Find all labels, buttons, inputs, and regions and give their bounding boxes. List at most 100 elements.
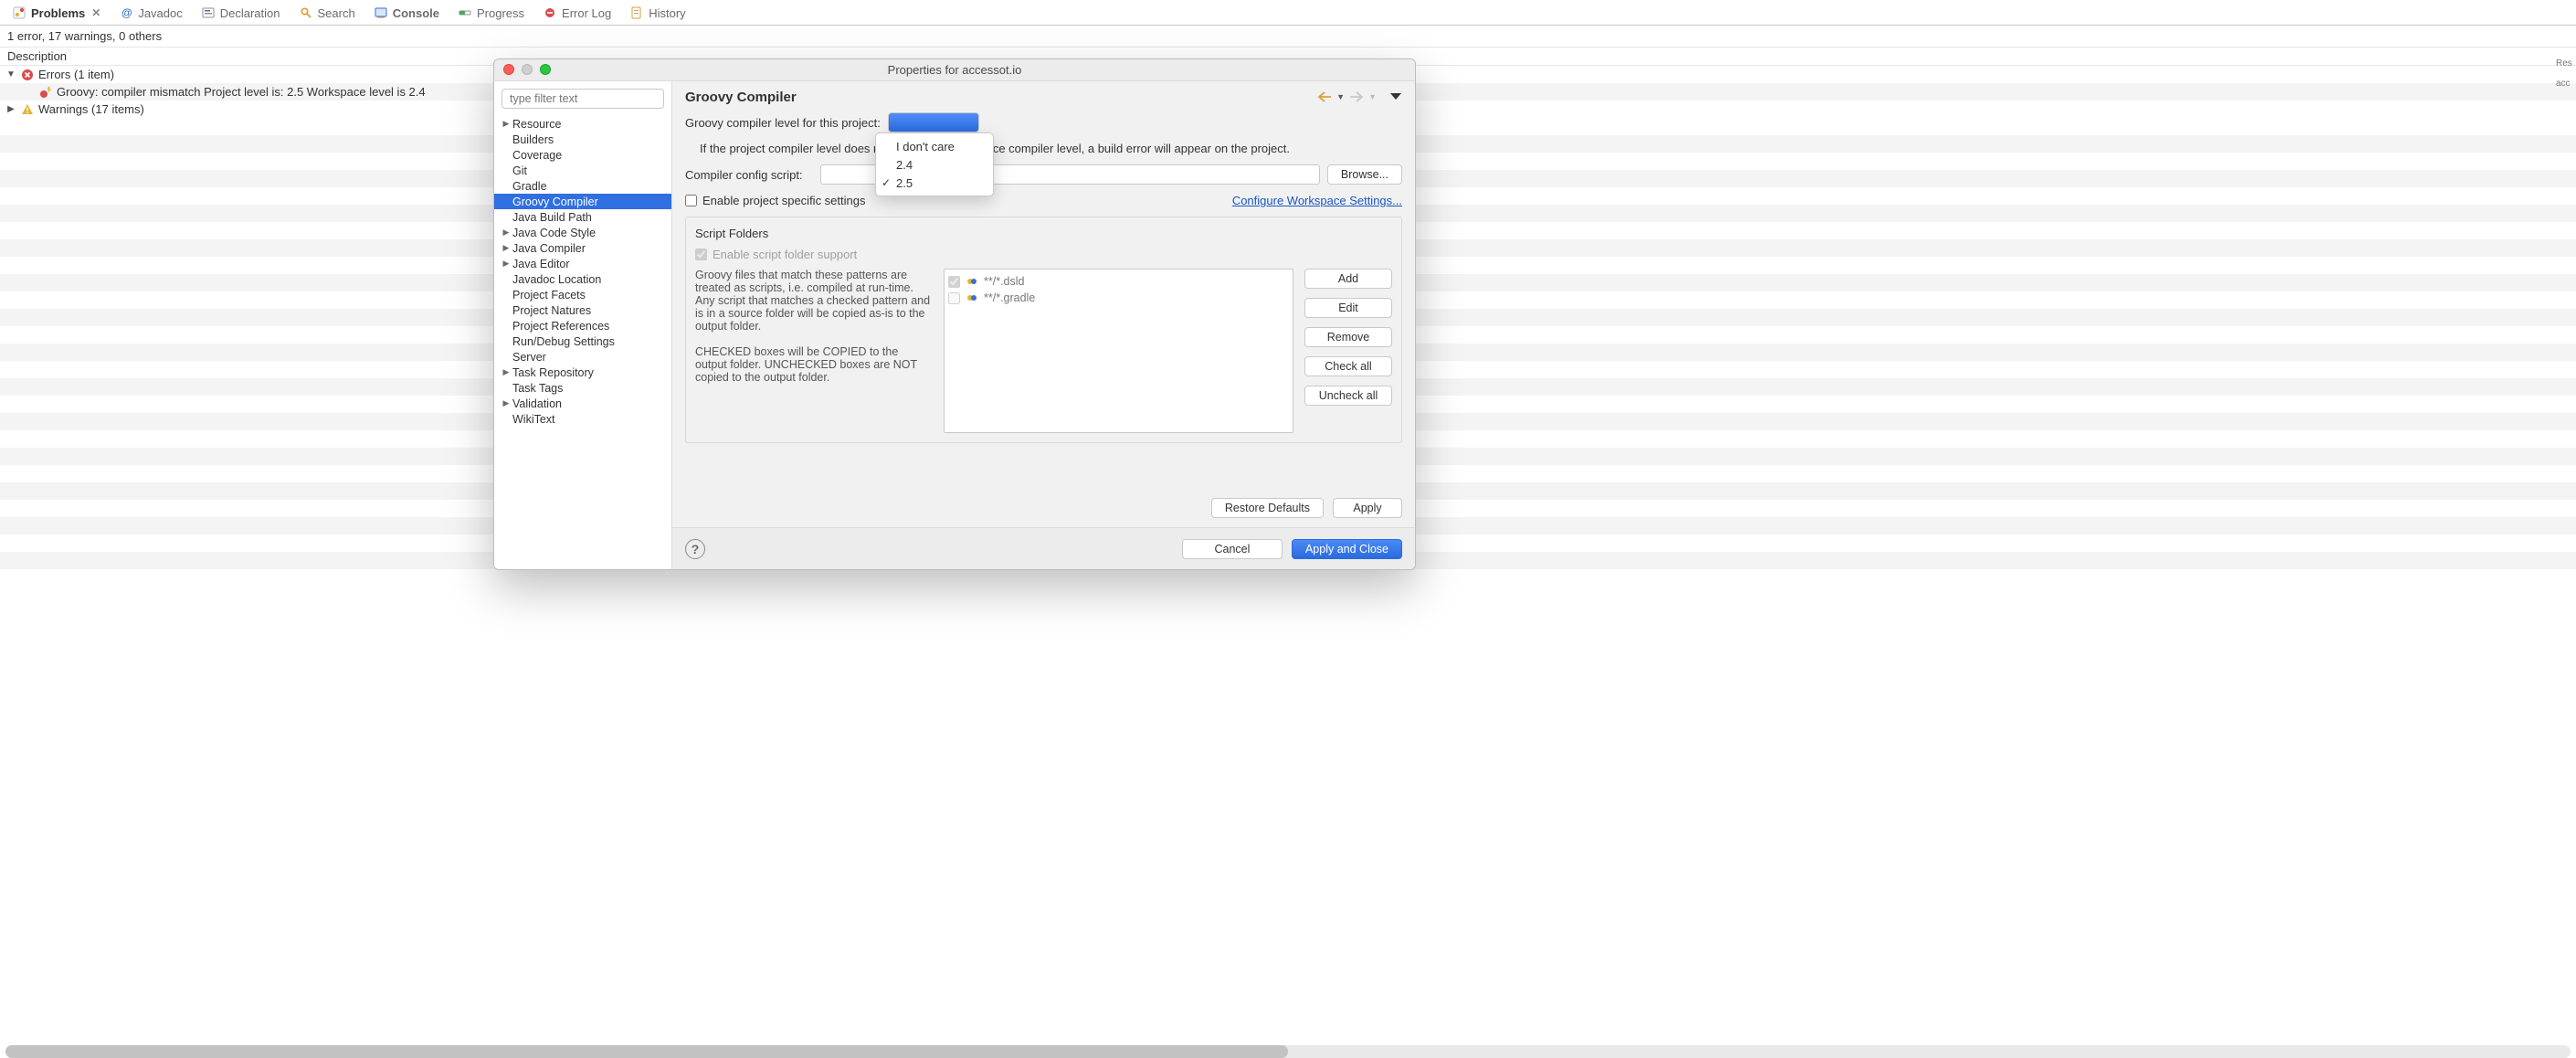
problems-summary: 1 error, 17 warnings, 0 others [0,26,2576,47]
remove-button[interactable]: Remove [1304,327,1392,347]
dropdown-option[interactable]: ✓2.5 [876,174,993,192]
sidebar-item-javadoc-location[interactable]: Javadoc Location [494,271,671,287]
dialog-sidebar: ▶ResourceBuildersCoverageGitGradleGroovy… [494,81,672,569]
error-log-icon [543,5,557,20]
quickfix-error-icon [38,85,53,100]
sidebar-item-java-compiler[interactable]: ▶Java Compiler [494,240,671,256]
back-menu-caret[interactable]: ▼ [1336,92,1345,101]
chevron-right-icon[interactable]: ▶ [501,119,511,129]
sidebar-item-label: Javadoc Location [512,273,601,286]
sidebar-item-server[interactable]: Server [494,349,671,365]
tab-label: Problems [31,6,85,20]
back-button[interactable] [1314,89,1335,105]
zoom-window-button[interactable] [540,64,551,75]
enable-script-support-row: Enable script folder support [695,248,1392,261]
sidebar-item-java-code-style[interactable]: ▶Java Code Style [494,225,671,240]
sidebar-item-resource[interactable]: ▶Resource [494,116,671,132]
sidebar-item-task-repository[interactable]: ▶Task Repository [494,365,671,380]
pattern-checkbox [948,292,960,304]
uncheck-all-button[interactable]: Uncheck all [1304,386,1392,406]
restore-defaults-button[interactable]: Restore Defaults [1211,498,1324,518]
sidebar-item-validation[interactable]: ▶Validation [494,396,671,411]
sidebar-item-groovy-compiler[interactable]: Groovy Compiler [494,194,671,209]
pattern-item[interactable]: **/*.gradle [948,290,1289,306]
apply-close-button[interactable]: Apply and Close [1292,539,1402,559]
dropdown-option[interactable]: 2.4 [876,155,993,174]
scrollbar-thumb[interactable] [5,1045,1288,1058]
script-folders-title: Script Folders [695,227,1392,240]
sidebar-item-java-build-path[interactable]: Java Build Path [494,209,671,225]
minimize-window-button[interactable] [522,64,533,75]
pattern-list[interactable]: **/*.dsld**/*.gradle [944,269,1293,433]
sidebar-item-coverage[interactable]: Coverage [494,147,671,163]
tab-label: History [649,6,685,20]
sidebar-item-run-debug-settings[interactable]: Run/Debug Settings [494,333,671,349]
check-all-button[interactable]: Check all [1304,356,1392,376]
tab-search[interactable]: Search [290,2,364,23]
close-icon[interactable]: ✕ [91,6,100,19]
horizontal-scrollbar[interactable] [5,1045,2571,1058]
apply-button[interactable]: Apply [1333,498,1402,518]
enable-specific-row[interactable]: Enable project specific settings [685,194,865,207]
tab-declaration[interactable]: Declaration [193,2,289,23]
sidebar-item-label: Run/Debug Settings [512,335,615,348]
help-icon[interactable]: ? [685,539,705,559]
sidebar-item-label: Java Editor [512,258,570,270]
sidebar-item-project-facets[interactable]: Project Facets [494,287,671,302]
sidebar-item-wikitext[interactable]: WikiText [494,411,671,427]
enable-specific-label: Enable project specific settings [702,194,865,207]
warning-icon [20,102,35,117]
chevron-right-icon[interactable]: ▶ [501,227,511,238]
dropdown-option-label: I don't care [896,140,955,153]
sidebar-item-label: Resource [512,118,562,131]
sidebar-item-task-tags[interactable]: Task Tags [494,380,671,396]
tab-label: Console [393,6,439,20]
chevron-right-icon[interactable]: ▶ [501,367,511,377]
pattern-item[interactable]: **/*.dsld [948,273,1289,290]
chevron-right-icon[interactable]: ▶ [5,104,16,114]
tab-progress[interactable]: Progress [449,2,533,23]
configure-workspace-link[interactable]: Configure Workspace Settings... [1232,194,1402,207]
dropdown-option[interactable]: I don't care [876,137,993,155]
chevron-right-icon[interactable]: ▶ [501,259,511,269]
progress-icon [458,5,472,20]
javadoc-icon: @ [119,5,133,20]
tab-error-log[interactable]: Error Log [534,2,619,23]
tab-console[interactable]: Console [365,2,448,23]
sidebar-item-git[interactable]: Git [494,163,671,178]
dialog-titlebar[interactable]: Properties for accessot.io [494,59,1415,81]
sidebar-item-java-editor[interactable]: ▶Java Editor [494,256,671,271]
enable-script-support-label: Enable script folder support [713,248,857,261]
sidebar-item-label: Groovy Compiler [512,196,598,208]
tab-label: Search [318,6,355,20]
forward-menu-caret[interactable]: ▼ [1368,92,1377,101]
sidebar-item-project-natures[interactable]: Project Natures [494,302,671,318]
sidebar-item-gradle[interactable]: Gradle [494,178,671,194]
compiler-level-select[interactable] [888,112,979,132]
tab-label: Progress [477,6,524,20]
sidebar-item-project-references[interactable]: Project References [494,318,671,333]
chevron-down-icon[interactable]: ▼ [5,69,16,79]
dialog-main: Groovy Compiler ▼ ▼ [672,81,1415,569]
browse-button[interactable]: Browse... [1327,164,1402,185]
enable-specific-checkbox[interactable] [685,195,697,206]
sidebar-item-label: Builders [512,133,554,146]
view-menu-caret[interactable] [1389,92,1402,101]
edit-button[interactable]: Edit [1304,298,1392,318]
close-window-button[interactable] [503,64,514,75]
script-folders-section: Script Folders Enable script folder supp… [685,217,1402,443]
error-icon [20,68,35,82]
tab-javadoc[interactable]: @ Javadoc [111,2,190,23]
cancel-button[interactable]: Cancel [1182,539,1283,559]
chevron-right-icon[interactable]: ▶ [501,243,511,253]
add-button[interactable]: Add [1304,269,1392,289]
nav-arrows: ▼ ▼ [1314,89,1402,105]
forward-button[interactable] [1346,89,1367,105]
tab-problems[interactable]: Problems ✕ [4,2,109,23]
sidebar-item-label: Gradle [512,180,547,193]
chevron-right-icon[interactable]: ▶ [501,398,511,408]
sidebar-item-builders[interactable]: Builders [494,132,671,147]
filter-input[interactable] [501,89,664,109]
sidebar-item-label: Server [512,351,546,364]
tab-history[interactable]: History [621,2,693,23]
